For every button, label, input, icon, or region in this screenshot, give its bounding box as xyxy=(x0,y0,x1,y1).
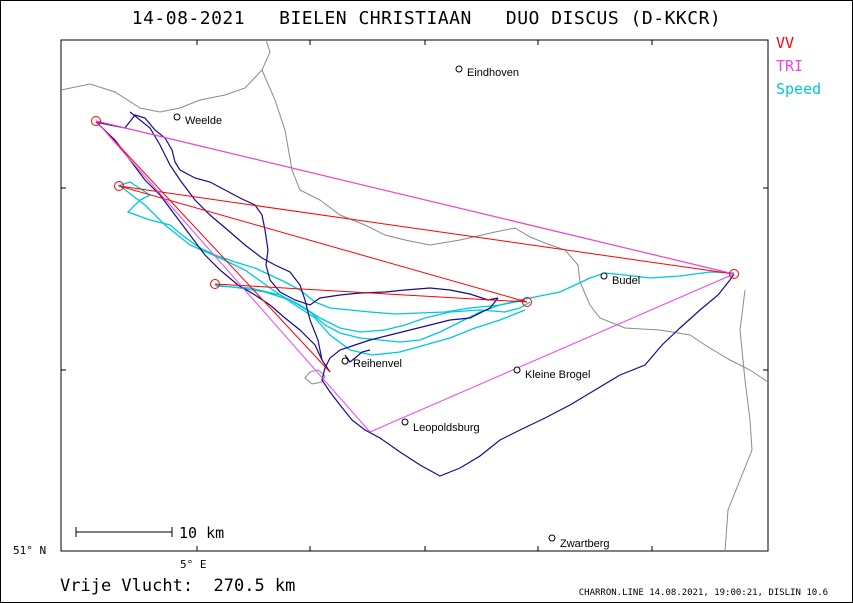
latitude-label: 51° N xyxy=(13,544,47,557)
town-markers xyxy=(173,65,608,542)
turnpoints xyxy=(91,116,739,307)
scale-bar-label: 10 km xyxy=(179,524,224,542)
town-marker-weelde xyxy=(173,113,181,121)
footer-info: CHARRON.LINE 14.08.2021, 19:00:21, DISLI… xyxy=(578,588,828,598)
town-label-weelde: Weelde xyxy=(185,115,222,127)
flight-summary: Vrije Vlucht: 270.5 km xyxy=(60,576,296,596)
town-label-budel: Budel xyxy=(612,275,640,287)
axis-ticks xyxy=(61,40,768,552)
town-marker-budel xyxy=(600,272,608,280)
map-border xyxy=(60,39,769,552)
legend-speed: Speed xyxy=(776,80,822,98)
legend-vv: VV xyxy=(776,34,795,52)
page-title: 14-08-2021 BIELEN CHRISTIAAN DUO DISCUS … xyxy=(131,8,722,29)
turnpoint-marker xyxy=(522,297,532,307)
longitude-label: 5° E xyxy=(180,558,207,571)
town-label-zwartberg: Zwartberg xyxy=(560,538,610,550)
scale-bar xyxy=(75,527,173,537)
vv-route xyxy=(95,120,735,373)
speed-track xyxy=(117,181,735,356)
town-label-reihenvel: Reihenvel xyxy=(353,358,402,370)
flight-track xyxy=(95,111,735,477)
town-label-eindhoven: Eindhoven xyxy=(467,67,519,79)
town-marker-eindhoven xyxy=(455,65,463,73)
town-marker-reihenvel xyxy=(341,357,349,365)
turnpoint-marker xyxy=(91,116,101,126)
town-label-leopoldsburg: Leopoldsburg xyxy=(413,422,480,434)
turnpoint-marker xyxy=(210,279,220,289)
town-label-kleine-brogel: Kleine Brogel xyxy=(525,369,590,381)
town-marker-zwartberg xyxy=(548,534,556,542)
turnpoint-marker xyxy=(729,269,739,279)
town-marker-leopoldsburg xyxy=(401,418,409,426)
legend-tri: TRI xyxy=(776,57,804,75)
turnpoint-marker xyxy=(114,181,124,191)
town-marker-kleine-brogel xyxy=(513,366,521,374)
tri-route xyxy=(95,120,735,433)
